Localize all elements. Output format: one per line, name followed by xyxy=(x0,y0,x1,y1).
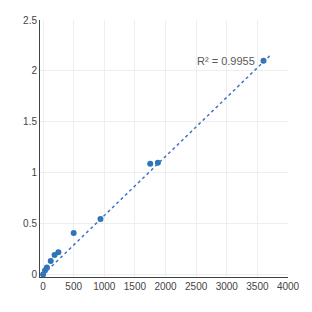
svg-text:2: 2 xyxy=(31,65,37,76)
svg-text:0.5: 0.5 xyxy=(23,218,37,229)
svg-text:1.5: 1.5 xyxy=(23,116,37,127)
svg-text:3500: 3500 xyxy=(246,281,269,292)
svg-text:500: 500 xyxy=(65,281,82,292)
svg-text:2500: 2500 xyxy=(185,281,208,292)
svg-text:2000: 2000 xyxy=(154,281,177,292)
svg-text:1500: 1500 xyxy=(124,281,147,292)
svg-text:2.5: 2.5 xyxy=(23,15,37,26)
svg-text:0: 0 xyxy=(40,281,46,292)
svg-text:1: 1 xyxy=(31,167,37,178)
svg-text:R² = 0.9955: R² = 0.9955 xyxy=(197,55,255,67)
svg-text:3000: 3000 xyxy=(216,281,239,292)
svg-text:1000: 1000 xyxy=(93,281,116,292)
svg-text:0: 0 xyxy=(31,269,37,280)
svg-text:4000: 4000 xyxy=(277,281,300,292)
